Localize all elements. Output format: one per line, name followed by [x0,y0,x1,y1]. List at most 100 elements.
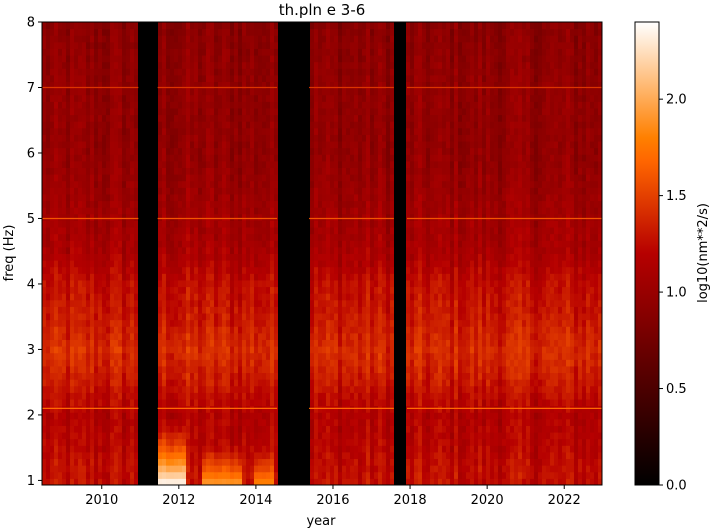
heatmap-cell [238,359,243,367]
heatmap-cell [86,253,91,261]
heatmap-cell [54,107,59,116]
heatmap-cell [94,28,99,36]
heatmap-cell [42,167,47,175]
heatmap-cell [314,200,319,208]
heatmap-cell [306,187,311,195]
heatmap-cell [134,392,139,400]
heatmap-cell [118,154,123,162]
heatmap-cell [162,94,167,102]
heatmap-cell [78,74,83,83]
heatmap-cell [158,326,163,334]
heatmap-cell [138,187,143,195]
heatmap-cell [94,339,99,347]
heatmap-cell [186,445,191,453]
heatmap-cell [210,392,215,400]
heatmap-cell [166,141,171,149]
heatmap-cell [142,227,147,235]
heatmap-cell [262,399,267,407]
heatmap-cell [98,293,103,301]
heatmap-cell [110,154,115,162]
heatmap-cell [90,134,95,142]
heatmap-cell [298,48,303,56]
heatmap-cell [270,246,275,254]
heatmap-cell [298,141,303,149]
heatmap-cell [230,28,235,36]
heatmap-cell [62,207,67,215]
heatmap-cell [162,313,167,321]
heatmap-cell [142,147,147,155]
heatmap-cell [158,180,163,188]
heatmap-cell [158,233,163,241]
heatmap-cell [226,399,231,407]
heatmap-cell [158,471,163,479]
heatmap-cell [42,74,47,83]
heatmap-cell [154,101,159,109]
heatmap-cell [162,28,167,36]
heatmap-cell [314,81,319,89]
heatmap-cell [134,425,139,433]
heatmap-cell [306,326,311,334]
heatmap-cell [314,61,319,69]
heatmap-cell [170,220,175,228]
heatmap-cell [58,227,63,235]
heatmap-cell [74,180,79,188]
heatmap-cell [54,418,59,426]
heatmap-cell [206,246,211,254]
heatmap-cell [82,359,87,367]
heatmap-cell [42,412,47,420]
heatmap-cell [98,220,103,228]
heatmap-cell [294,233,299,241]
heatmap-cell [318,114,323,122]
heatmap-cell [210,88,215,96]
heatmap-cell [230,147,235,155]
heatmap-cell [58,412,63,420]
heatmap-cell [174,74,179,83]
heatmap-cell [46,405,51,413]
heatmap-cell [90,55,95,63]
heatmap-cell [178,55,183,63]
heatmap-cell [250,127,255,135]
heatmap-cell [94,213,99,221]
heatmap-cell [134,88,139,96]
heatmap-cell [314,273,319,281]
heatmap-cell [282,160,287,169]
heatmap-cell [98,326,103,334]
heatmap-cell [302,240,307,248]
heatmap-cell [230,326,235,334]
heatmap-cell [94,81,99,89]
heatmap-cell [206,213,211,221]
heatmap-cell [190,200,195,208]
heatmap-cell [198,346,203,354]
heatmap-cell [90,478,95,485]
heatmap-cell [218,332,223,340]
heatmap-cell [298,385,303,393]
heatmap-cell [78,147,83,155]
heatmap-cell [50,332,55,340]
heatmap-cell [234,147,239,155]
heatmap-cell [238,127,243,135]
heatmap-cell [170,266,175,274]
heatmap-cell [270,114,275,122]
heatmap-cell [186,260,191,268]
heatmap-cell [102,432,107,440]
heatmap-cell [174,286,179,294]
heatmap-cell [114,365,119,374]
heatmap-cell [78,412,83,420]
heatmap-cell [262,313,267,321]
heatmap-cell [142,306,147,314]
heatmap-cell [314,359,319,367]
heatmap-cell [46,55,51,63]
heatmap-cell [270,293,275,301]
heatmap-cell [262,220,267,228]
heatmap-cell [214,61,219,69]
heatmap-cell [298,451,303,460]
heatmap-cell [166,471,171,479]
heatmap-cell [42,61,47,69]
heatmap-cell [162,458,167,466]
heatmap-cell [262,81,267,89]
heatmap-cell [58,418,63,426]
heatmap-cell [194,266,199,274]
heatmap-cell [230,359,235,367]
heatmap-cell [302,200,307,208]
heatmap-cell [186,134,191,142]
